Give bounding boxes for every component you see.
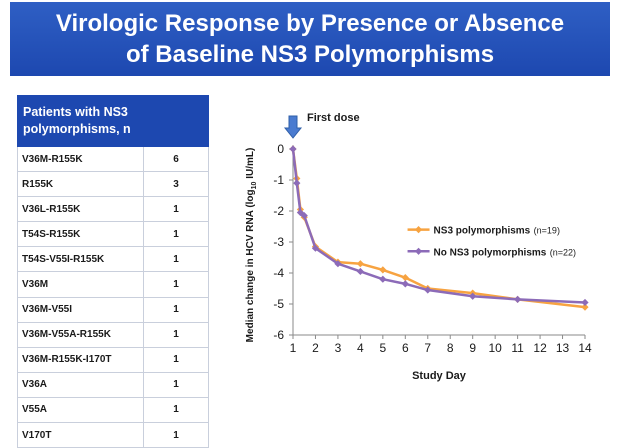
x-tick-label: 3 xyxy=(335,341,342,355)
x-tick-label: 12 xyxy=(533,341,547,355)
title-banner: Virologic Response by Presence or Absenc… xyxy=(10,2,610,76)
series-2-point xyxy=(469,292,477,300)
table-row: V36M-R155K-I170T 1 xyxy=(17,347,209,373)
polymorphism-label: V36M-R155K-I170T xyxy=(17,347,144,373)
series-2-point xyxy=(581,298,589,307)
title-line-2: of Baseline NS3 Polymorphisms xyxy=(125,41,495,68)
legend-label: NS3 polymorphisms xyxy=(434,226,531,237)
polymorphism-label: T54S-V55I-R155K xyxy=(17,246,144,273)
patient-count: 1 xyxy=(143,397,209,424)
polymorphism-label: V55A xyxy=(17,397,144,424)
patient-count: 1 xyxy=(143,246,209,273)
table-row: V36M-R155K 6 xyxy=(17,147,209,173)
x-tick-label: 10 xyxy=(488,341,502,355)
series-2-point xyxy=(401,280,409,288)
table-row: V170T 1 xyxy=(17,422,209,448)
table-row: V36M-V55A-R155K 1 xyxy=(17,322,209,348)
patient-count: 3 xyxy=(143,171,209,198)
polymorphism-label: V36M-V55I xyxy=(17,297,144,323)
title-line-1: Virologic Response by Presence or Absenc… xyxy=(55,10,565,37)
legend-label: No NS3 polymorphisms xyxy=(434,247,547,258)
legend-count: (n=22) xyxy=(550,247,576,257)
x-tick-label: 8 xyxy=(447,341,454,355)
x-tick-label: 9 xyxy=(469,341,476,355)
table-row: V36M 1 xyxy=(17,271,209,298)
patient-count: 1 xyxy=(143,322,209,348)
patient-count: 1 xyxy=(143,196,209,223)
table-header: Patients with NS3 polymorphisms, n xyxy=(17,95,209,147)
legend-swatch-marker xyxy=(414,226,423,234)
series-2-point xyxy=(289,145,297,153)
table-row: T54S-V55I-R155K 1 xyxy=(17,246,209,273)
x-tick-label: 2 xyxy=(312,341,319,355)
y-tick-label: -6 xyxy=(273,328,284,342)
table-row: V36L-R155K 1 xyxy=(17,196,209,223)
patient-count: 1 xyxy=(143,271,209,298)
x-tick-label: 13 xyxy=(556,341,570,355)
y-tick-label: -2 xyxy=(273,204,284,218)
series-2-point xyxy=(300,212,308,220)
series-2-point xyxy=(293,179,301,187)
y-tick-label: -1 xyxy=(273,173,284,187)
x-tick-label: 5 xyxy=(380,341,387,355)
first-dose-annotation: First dose xyxy=(307,112,360,124)
polymorphism-label: V170T xyxy=(17,422,144,448)
patient-count: 6 xyxy=(143,147,209,173)
polymorphism-label: V36M xyxy=(17,271,144,298)
polymorphism-label: R155K xyxy=(17,171,144,198)
y-axis-label: Median change in HCV RNA (log10 IU/mL) xyxy=(245,148,258,343)
table-row: V55A 1 xyxy=(17,397,209,424)
polymorphism-table-body: V36M-R155K 6 R155K 3 V36L-R155K 1 T54S-R155K 1 T… xyxy=(17,147,209,448)
y-tick-label: -5 xyxy=(273,297,284,311)
polymorphism-label: V36A xyxy=(17,372,144,398)
table-row: V36M-V55I 1 xyxy=(17,297,209,323)
y-tick-label: -3 xyxy=(273,235,284,249)
polymorphism-label: V36L-R155K xyxy=(17,196,144,223)
y-tick-label: 0 xyxy=(277,142,284,156)
y-tick-label: -4 xyxy=(273,266,284,280)
polymorphism-label: T54S-R155K xyxy=(17,221,144,248)
series-2-point xyxy=(356,267,364,276)
legend-swatch-marker xyxy=(414,247,423,255)
patient-count: 1 xyxy=(143,297,209,323)
table-row: V36A 1 xyxy=(17,372,209,398)
polymorphism-label: V36M-V55A-R155K xyxy=(17,322,144,348)
series-2-point xyxy=(514,295,522,303)
x-tick-label: 6 xyxy=(402,341,409,355)
x-tick-label: 14 xyxy=(578,341,592,355)
x-axis-label: Study Day xyxy=(412,370,467,382)
first-dose-arrow-icon xyxy=(283,115,303,139)
table-row: T54S-R155K 1 xyxy=(17,221,209,248)
series-2-point xyxy=(424,286,432,294)
legend-count: (n=19) xyxy=(534,226,560,236)
series-1-point xyxy=(356,260,364,268)
polymorphism-table: Patients with NS3 polymorphisms, n V36M-… xyxy=(17,95,209,448)
polymorphism-label: V36M-R155K xyxy=(17,147,144,173)
table-row: R155K 3 xyxy=(17,171,209,198)
patient-count: 1 xyxy=(143,347,209,373)
series-1-point xyxy=(379,266,387,274)
x-tick-label: 7 xyxy=(424,341,431,355)
x-tick-label: 4 xyxy=(357,341,364,355)
x-tick-label: 11 xyxy=(511,341,524,355)
patient-count: 1 xyxy=(143,221,209,248)
patient-count: 1 xyxy=(143,422,209,448)
patient-count: 1 xyxy=(143,372,209,398)
x-tick-label: 1 xyxy=(290,341,297,355)
series-2-point xyxy=(379,275,387,283)
